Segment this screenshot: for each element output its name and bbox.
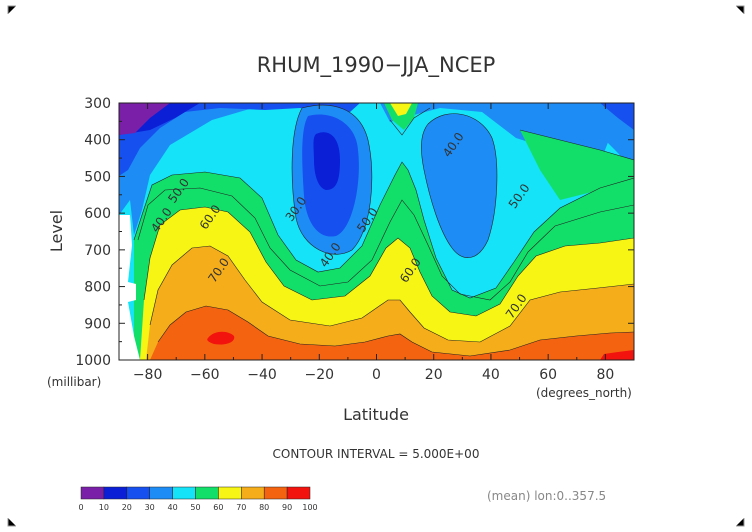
x-tick-label: 80	[596, 367, 614, 383]
colorbar-label: 40	[168, 503, 178, 512]
band-80-90	[150, 306, 634, 360]
colorbar-swatch	[286, 486, 311, 500]
x-axis: −80 −60 −40 −20 0 20 40 60 80	[118, 103, 635, 383]
mean-lon-text: (mean) lon:0..357.5	[487, 489, 606, 503]
x-tick-label: −20	[305, 367, 335, 383]
plot-area: 40.050.040.0 60.0 30.0 50.040.070.0 60.050.0…	[119, 103, 634, 360]
contour-interval-text: CONTOUR INTERVAL = 5.000E+00	[273, 447, 480, 461]
colorbar: 0 10 20 30 40 50 60 70 80 90 100	[78, 486, 318, 512]
colorbar-label: 20	[122, 503, 132, 512]
x-tick-label: −40	[247, 367, 277, 383]
x-tick-label: −60	[190, 367, 220, 383]
x-axis-unit: (degrees_north)	[536, 386, 632, 400]
x-tick-label: −80	[133, 367, 163, 383]
band-90-100	[207, 331, 235, 345]
x-tick-label: 0	[372, 367, 381, 383]
y-tick-label: 900	[84, 316, 111, 332]
colorbar-swatch	[126, 486, 150, 500]
colorbar-label: 0	[78, 503, 83, 512]
y-tick-label: 600	[84, 206, 111, 222]
colorbar-label: 30	[145, 503, 155, 512]
colorbar-swatch	[80, 486, 105, 500]
colorbar-swatch	[149, 486, 173, 500]
y-tick-label: 1000	[75, 353, 111, 369]
colorbar-swatch	[218, 486, 242, 500]
band-0-10	[119, 103, 170, 135]
colorbar-label: 90	[282, 503, 292, 512]
y-axis: 300 400 500 600 700 800 900 1000	[75, 96, 634, 369]
colorbar-label: 10	[99, 503, 109, 512]
colorbar-swatch	[103, 486, 128, 500]
colorbar-label: 70	[236, 503, 246, 512]
colorbar-label: 100	[302, 503, 317, 512]
y-axis-unit: (millibar)	[47, 375, 101, 389]
colorbar-swatch	[241, 486, 265, 500]
colorbar-label: 50	[190, 503, 200, 512]
y-tick-label: 700	[84, 243, 111, 259]
colorbar-label: 60	[213, 503, 223, 512]
y-tick-label: 500	[84, 169, 111, 185]
y-tick-label: 400	[84, 133, 111, 149]
chart-title: RHUM_1990−JJA_NCEP	[257, 53, 496, 78]
y-axis-title: Level	[47, 210, 66, 252]
x-tick-label: 40	[482, 367, 500, 383]
colorbar-label: 80	[259, 503, 269, 512]
x-axis-title: Latitude	[343, 405, 409, 424]
band-70-80	[146, 246, 634, 360]
y-tick-label: 300	[84, 96, 111, 112]
colorbar-swatch	[172, 486, 196, 500]
x-tick-label: 20	[425, 367, 443, 383]
crop-marks	[7, 5, 745, 527]
x-tick-label: 60	[539, 367, 557, 383]
colorbar-swatch	[263, 486, 288, 500]
y-tick-label: 800	[84, 280, 111, 296]
colorbar-swatch	[195, 486, 219, 500]
